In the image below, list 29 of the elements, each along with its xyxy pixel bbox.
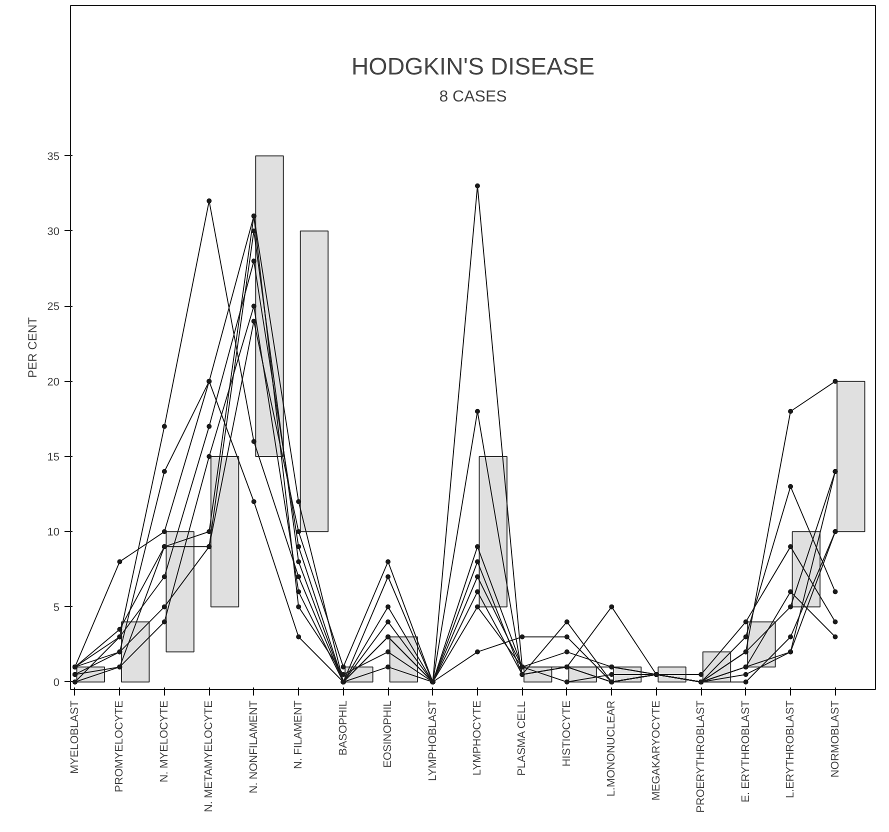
- x-tick-label: L.ERYTHROBLAST: [784, 700, 797, 798]
- y-tick-label: 25: [47, 301, 60, 314]
- x-tick-label: L.MONONUCLEAR: [606, 700, 618, 796]
- x-tick-label: N. FILAMENT: [292, 700, 305, 769]
- x-tick-label: N. NONFILAMENT: [248, 700, 260, 794]
- x-tick-label: N. MYELOCYTE: [158, 700, 170, 782]
- text: 8 CASES: [439, 88, 507, 106]
- x-tick-label: PROMYELOCYTE: [114, 700, 126, 792]
- x-tick-label: LYMPHOCYTE: [471, 700, 484, 776]
- y-tick-label: 15: [47, 451, 60, 464]
- x-tick-label: E. ERYTHROBLAST: [740, 700, 752, 802]
- x-tick-label: BASOPHIL: [337, 700, 350, 756]
- x-tick-label: HISTIOCYTE: [560, 700, 573, 767]
- y-tick-label: 35: [47, 150, 60, 163]
- x-tick-label: NORMOBLAST: [829, 700, 842, 778]
- x-tick-label: PLASMA CELL: [516, 701, 528, 776]
- x-tick-label: N. METAMYELOCYTE: [203, 700, 216, 812]
- y-tick-label: 5: [53, 602, 60, 614]
- y-tick-label: 20: [47, 376, 60, 388]
- x-tick-label: MEGAKARYOCYTE: [650, 700, 662, 801]
- x-tick-label: PROERYTHROBLAST: [695, 700, 708, 813]
- text: HODGKIN'S DISEASE: [351, 54, 595, 80]
- y-tick-label: 10: [47, 526, 60, 539]
- x-tick-label: MYELOBLAST: [68, 700, 81, 774]
- x-tick-label: EOSINOPHIL: [382, 700, 394, 768]
- y-axis-title: PER CENT: [25, 316, 40, 378]
- y-tick-label: 0: [53, 676, 60, 689]
- y-tick-label: 30: [47, 226, 60, 238]
- x-tick-label: LYMPHOBLAST: [426, 700, 439, 781]
